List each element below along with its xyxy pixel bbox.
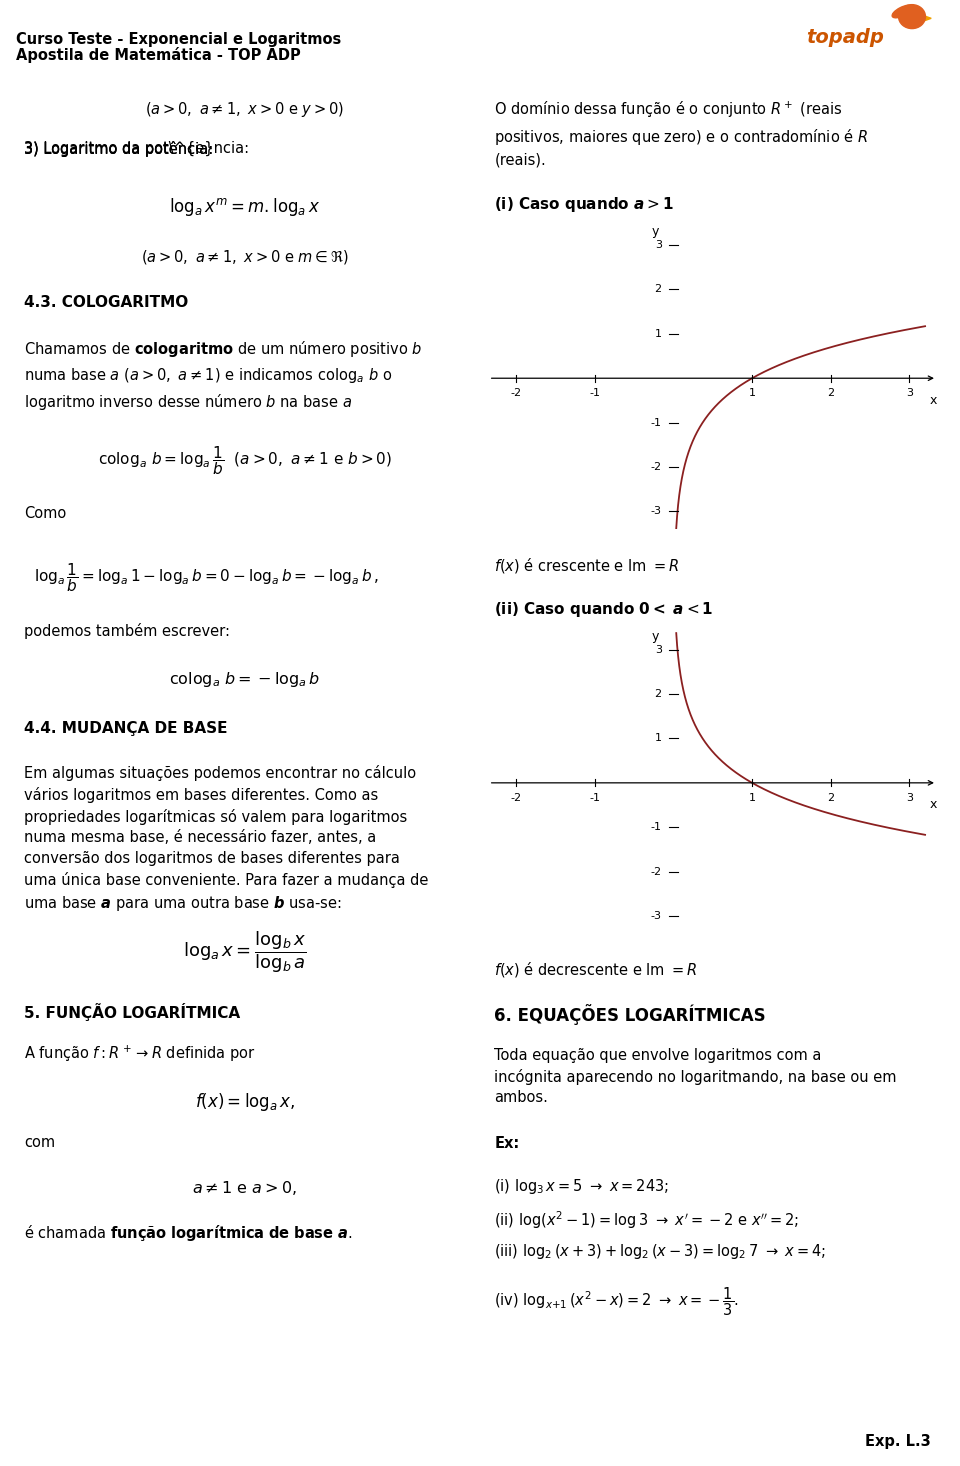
Text: Curso Teste - Exponencial e Logaritmos: Curso Teste - Exponencial e Logaritmos (16, 32, 342, 47)
Text: -2: -2 (651, 462, 661, 472)
Text: Chamamos de $\mathbf{cologaritmo}$ de um número positivo $b$
numa base $a\ (a > : Chamamos de $\mathbf{cologaritmo}$ de um… (24, 339, 422, 412)
Polygon shape (922, 15, 931, 22)
Text: com: com (24, 1135, 55, 1149)
Ellipse shape (892, 6, 913, 18)
Text: -1: -1 (589, 388, 600, 397)
Text: 3) Logaritmo da potência:: 3) Logaritmo da potência: (24, 141, 213, 157)
Text: $f(x) = \log_a x,$: $f(x) = \log_a x,$ (195, 1091, 295, 1113)
Text: (iv) $\log_{x+1}(x^2-x) = 2\ \rightarrow\ x = -\dfrac{1}{3}.$: (iv) $\log_{x+1}(x^2-x) = 2\ \rightarrow… (494, 1286, 739, 1318)
Text: podemos também escrever:: podemos também escrever: (24, 623, 230, 639)
Text: Como: Como (24, 506, 66, 520)
Circle shape (899, 4, 925, 28)
Text: y: y (652, 630, 660, 642)
Text: 4.4. MUDANÇA DE BASE: 4.4. MUDANÇA DE BASE (24, 721, 228, 736)
Text: -1: -1 (651, 418, 661, 428)
Text: $\mathrm{colog}_a\ b = -\log_a b$: $\mathrm{colog}_a\ b = -\log_a b$ (169, 670, 321, 689)
Text: $f(x)$ é decrescente e Im $= R$: $f(x)$ é decrescente e Im $= R$ (494, 960, 698, 979)
Text: -3: -3 (651, 910, 661, 921)
Text: 4.3. COLOGARITMO: 4.3. COLOGARITMO (24, 295, 188, 309)
Text: (i) $\log_3 x = 5\ \rightarrow\ x = 243;$: (i) $\log_3 x = 5\ \rightarrow\ x = 243;… (494, 1177, 669, 1196)
Text: 3: 3 (906, 793, 913, 802)
Text: -2: -2 (651, 866, 661, 877)
Text: 3: 3 (906, 388, 913, 397)
Text: 1: 1 (655, 328, 661, 339)
Text: 5. FUNÇÃO LOGARÍTMICA: 5. FUNÇÃO LOGARÍTMICA (24, 1003, 240, 1020)
Text: -2: -2 (511, 388, 522, 397)
Text: Exp. L.3: Exp. L.3 (866, 1434, 931, 1448)
Text: $f(x)$ é crescente e Im $= R$: $f(x)$ é crescente e Im $= R$ (494, 556, 680, 575)
Text: Toda equação que envolve logaritmos com a
incógnita aparecendo no logaritmando, : Toda equação que envolve logaritmos com … (494, 1048, 897, 1105)
Text: $\mathrm{colog}_a\ b = \log_a \dfrac{1}{b}\ \ (a > 0,\ a \neq 1\ \mathrm{e}\ b >: $\mathrm{colog}_a\ b = \log_a \dfrac{1}{… (98, 444, 392, 476)
Text: O domínio dessa função é o conjunto $R^+$ (reais
positivos, maiores que zero) e : O domínio dessa função é o conjunto $R^+… (494, 100, 869, 167)
Text: 3) Logaritmo da potência:: 3) Logaritmo da potência: (24, 141, 213, 157)
Text: Apostila de Matemática - TOP ADP: Apostila de Matemática - TOP ADP (16, 47, 301, 63)
Text: (ii) $\log(x^2 - 1) = \log 3\ \rightarrow\ x' = -2$ e $x'' = 2;$: (ii) $\log(x^2 - 1) = \log 3\ \rightarro… (494, 1209, 800, 1231)
Text: A função $f: R^+ \rightarrow R$ definida por: A função $f: R^+ \rightarrow R$ definida… (24, 1044, 256, 1064)
Text: $\mathbf{(ii)\ Caso\ quando\ 0 <}\ \boldsymbol{a} < \mathbf{1}$: $\mathbf{(ii)\ Caso\ quando\ 0 <}\ \bold… (494, 600, 714, 619)
Text: 1: 1 (749, 388, 756, 397)
Text: -1: -1 (589, 793, 600, 802)
Text: -1: -1 (651, 822, 661, 833)
Text: 1: 1 (655, 733, 661, 743)
Text: -2: -2 (511, 793, 522, 802)
Text: 6. EQUAÇÕES LOGARÍTMICAS: 6. EQUAÇÕES LOGARÍTMICAS (494, 1004, 766, 1025)
Text: -3: -3 (651, 506, 661, 516)
Text: 3) Logaritmo da pot\^{e}ncia:: 3) Logaritmo da pot\^{e}ncia: (24, 141, 250, 155)
Text: y: y (652, 226, 660, 237)
Text: (iii) $\log_2(x+3) + \log_2(x-3) = \log_2 7\ \rightarrow\ x = 4;$: (iii) $\log_2(x+3) + \log_2(x-3) = \log_… (494, 1242, 827, 1261)
Text: Ex:: Ex: (494, 1136, 519, 1151)
Text: $\log_a \dfrac{1}{b} = \log_a 1 - \log_a b = 0 - \log_a b = -\log_a b\,,$: $\log_a \dfrac{1}{b} = \log_a 1 - \log_a… (34, 561, 378, 594)
Text: $\log_a x^m = m.\log_a x$: $\log_a x^m = m.\log_a x$ (169, 196, 321, 218)
Text: 2: 2 (655, 689, 661, 699)
Text: 2: 2 (828, 388, 834, 397)
Text: $(a > 0,\ a \neq 1,\ x > 0$ e $y > 0)$: $(a > 0,\ a \neq 1,\ x > 0$ e $y > 0)$ (145, 100, 345, 119)
Text: $\mathbf{(i)\ Caso\ quando}\ \boldsymbol{a} > \mathbf{1}$: $\mathbf{(i)\ Caso\ quando}\ \boldsymbol… (494, 195, 674, 214)
Text: x: x (929, 394, 937, 406)
Text: topadp: topadp (805, 28, 884, 47)
Text: Em algumas situações podemos encontrar no cálculo
vários logaritmos em bases dif: Em algumas situações podemos encontrar n… (24, 765, 428, 913)
Text: 2: 2 (655, 284, 661, 295)
Text: $a \neq 1$ e $a > 0,$: $a \neq 1$ e $a > 0,$ (192, 1179, 298, 1196)
Text: 1: 1 (749, 793, 756, 802)
Text: $\log_a x = \dfrac{\log_b x}{\log_b a}$: $\log_a x = \dfrac{\log_b x}{\log_b a}$ (183, 929, 306, 975)
Text: 3: 3 (655, 240, 661, 251)
Text: 3: 3 (655, 645, 661, 655)
Text: x: x (929, 799, 937, 811)
Text: é chamada $\mathbf{função}$ $\mathbf{logarítmica}$ $\mathbf{de}$ $\mathbf{base}$: é chamada $\mathbf{função}$ $\mathbf{log… (24, 1223, 352, 1243)
Text: 2: 2 (828, 793, 834, 802)
Text: $(a > 0,\ a \neq 1,\ x > 0$ e $m \in \Re)$: $(a > 0,\ a \neq 1,\ x > 0$ e $m \in \Re… (141, 248, 348, 265)
